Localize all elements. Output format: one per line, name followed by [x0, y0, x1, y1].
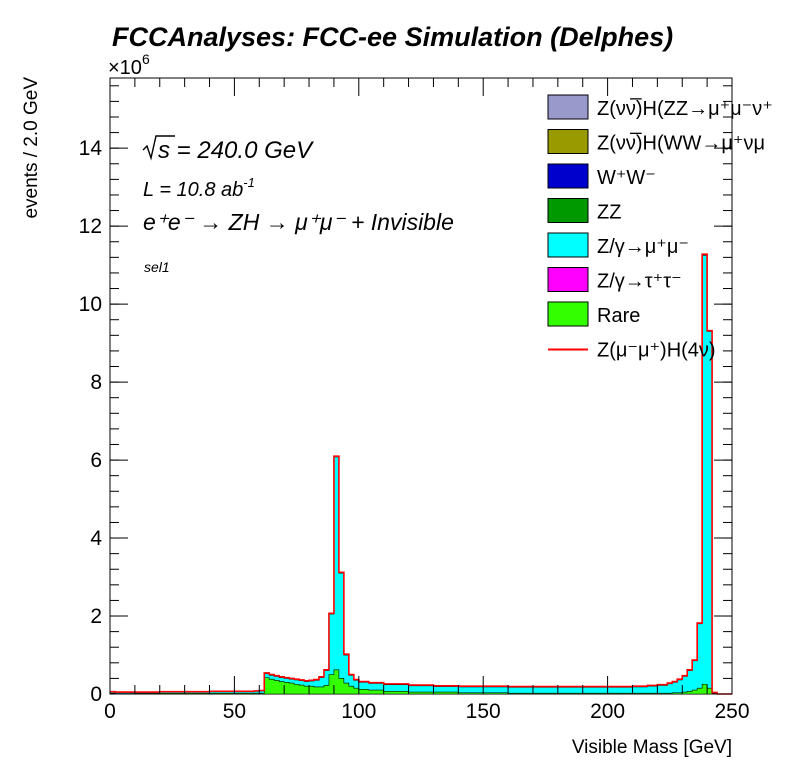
series-rare-fill [109, 669, 732, 695]
x-tick-label: 0 [104, 700, 116, 723]
y-exponent: ×106 [108, 51, 150, 79]
legend-label: Z/γ→μ⁺μ⁻ [597, 236, 689, 258]
y-axis-label: events / 2.0 GeV [21, 77, 42, 219]
y-tick-label: 8 [90, 371, 102, 394]
legend-label: Z(νν̅)H(ZZ→μ⁺μ⁻ν⁺ [597, 97, 773, 120]
sqrt-s-label: s = 240.0 GeV [158, 137, 314, 164]
legend-swatch [547, 301, 589, 327]
plot-frame [109, 77, 733, 695]
legend-label: Z(νν̅)H(WW→μ⁺νμ [597, 132, 765, 155]
x-tick-label: 250 [714, 700, 749, 723]
legend-label: Rare [597, 305, 640, 327]
legend-swatch [547, 129, 589, 154]
legend-label: W⁺W⁻ [597, 167, 656, 189]
sqrt-symbol [142, 135, 175, 161]
y-tick-label: 14 [79, 137, 103, 160]
y-tick-label: 4 [90, 527, 102, 550]
chart-title: FCCAnalyses: FCC-ee Simulation (Delphes) [112, 22, 673, 52]
legend: Z(νν̅)H(ZZ→μ⁺μ⁻ν⁺ Z(νν̅)H(WW→μ⁺νμ W⁺W⁻ ZZ Z/… [547, 94, 773, 362]
y-tick-label: 0 [90, 683, 102, 706]
legend-label: Z(μ⁻μ⁺)H(4ν) [597, 340, 716, 362]
y-tick-label: 10 [79, 293, 102, 316]
x-tick-label: 50 [223, 700, 246, 723]
x-axis-label: Visible Mass [GeV] [572, 737, 732, 758]
selection-label: sel1 [144, 259, 170, 275]
process-label: e⁺e⁻ → ZH → μ⁺μ⁻ + Invisible [143, 209, 454, 235]
legend-label: Z/γ→τ⁺τ⁻ [597, 271, 682, 293]
lumi-label: L = 10.8 ab-1 [143, 175, 255, 201]
annotations: s = 240.0 GeV L = 10.8 ab-1 e⁺e⁻ → ZH → … [142, 135, 454, 275]
legend-swatch [547, 232, 589, 258]
legend-swatch [547, 198, 589, 223]
y-tick-label: 2 [90, 605, 102, 628]
x-tick-label: 100 [341, 700, 376, 723]
series-signal-line [110, 253, 732, 695]
y-tick-label: 6 [90, 449, 102, 472]
legend-swatch [547, 267, 589, 292]
legend-swatch [547, 163, 589, 189]
y-tick-label: 12 [79, 215, 102, 238]
x-tick-label: 150 [466, 700, 501, 723]
legend-label: ZZ [597, 202, 621, 224]
axis-ticks: 0 50 100 150 200 250 0 2 4 6 8 10 12 14 [79, 78, 750, 723]
x-tick-label: 200 [590, 700, 625, 723]
legend-swatch [547, 94, 589, 120]
